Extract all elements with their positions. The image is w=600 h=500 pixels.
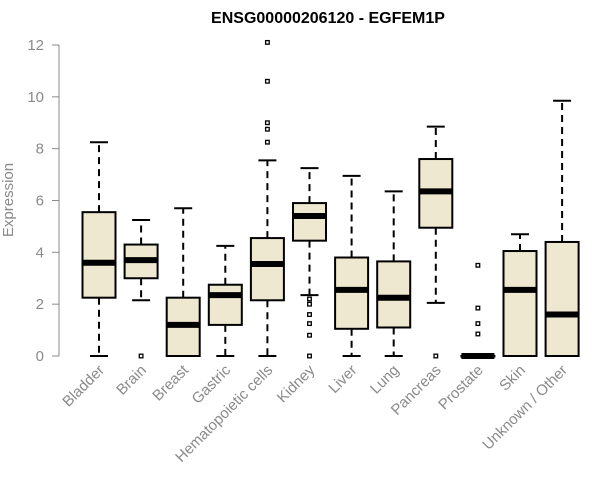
outlier-point [475,331,481,337]
iqr-box [544,240,580,357]
x-category-label: Kidney [274,361,319,406]
outlier-point [264,120,270,126]
iqr-box [502,250,538,358]
x-category-label: Skin [496,362,529,395]
y-tick-label: 2 [36,296,44,313]
x-category-label: Breast [149,361,192,404]
x-category-label: Liver [325,362,360,397]
y-tick-label: 0 [36,348,44,365]
x-category-label: Lung [367,362,403,398]
outlier-point [307,332,312,338]
box-gastric [207,244,243,357]
boxes-group [81,39,580,359]
x-category-label: Brain [113,362,150,399]
iqr-box [334,256,370,330]
outlier-point [475,321,481,327]
y-axis: 0 2 4 6 8 10 12 [27,37,60,365]
iqr-box [376,260,412,329]
box-prostate [460,262,496,359]
outlier-point [264,78,270,84]
y-tick-label: 12 [27,37,44,54]
y-tick-label: 8 [36,141,44,158]
box-pancreas [418,125,454,359]
outlier-point [264,39,270,45]
box-breast [165,207,201,357]
box-skin [502,233,538,358]
box-bladder [81,141,117,357]
outlier-point [307,353,312,359]
outlier-point [475,262,481,268]
outlier-point [264,126,270,132]
iqr-box [292,202,327,242]
outlier-point [138,353,144,359]
iqr-box [249,237,285,302]
outlier-point [307,321,312,327]
box-liver [334,174,370,357]
outlier-point [433,353,439,359]
box-brain [123,218,159,359]
box-lung [376,190,412,357]
outlier-point [307,312,312,317]
y-tick-label: 10 [27,89,44,106]
box-unknown-other [544,99,580,357]
outlier-point [264,139,270,145]
iqr-box [81,211,117,299]
x-category-label: Bladder [59,362,108,411]
box-hematopoietic-cells [249,39,285,357]
y-axis-label: Expression [0,163,17,237]
outlier-point [307,296,312,302]
y-tick-label: 4 [36,244,44,261]
outlier-point [307,301,312,307]
outlier-point [475,305,481,311]
box-kidney [292,167,327,359]
x-category-label: Prostate [435,362,487,414]
y-tick-label: 6 [36,193,44,210]
iqr-box [207,283,243,326]
chart-title: ENSG00000206120 - EGFEM1P [211,10,445,27]
